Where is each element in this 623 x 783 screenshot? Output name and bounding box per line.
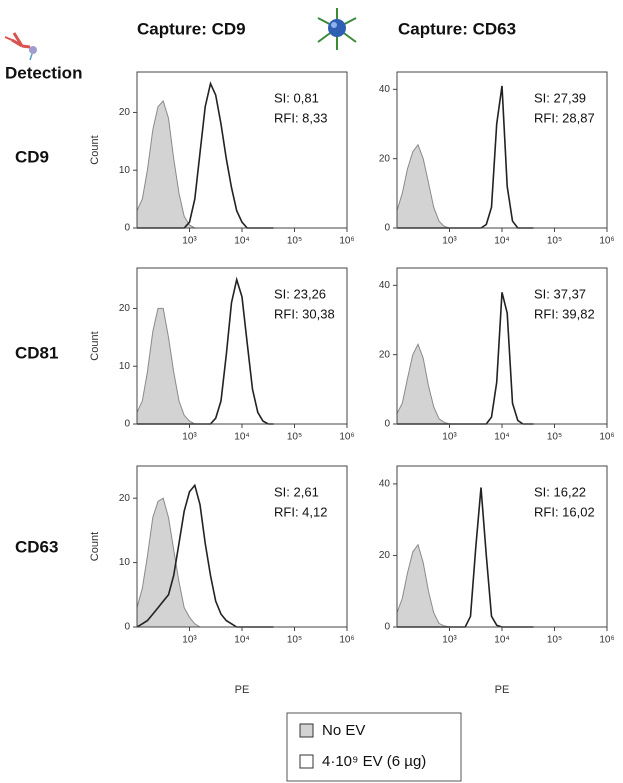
detection-label: Detection: [5, 63, 82, 82]
annotation: SI: 37,37: [534, 286, 586, 301]
x-tick-label: 10⁵: [547, 432, 562, 443]
row-title: CD81: [15, 343, 58, 362]
y-tick-label: 20: [379, 550, 391, 561]
x-tick-label: 10⁵: [547, 635, 562, 646]
y-tick-label: 0: [384, 622, 390, 633]
y-tick-label: 20: [379, 349, 391, 360]
column-title: Capture: CD9: [137, 19, 246, 38]
y-tick-label: 40: [379, 280, 391, 291]
x-tick-label: 10⁴: [234, 432, 249, 443]
x-tick-label: 10⁴: [494, 236, 509, 247]
x-tick-label: 10⁵: [287, 432, 302, 443]
annotation: RFI: 16,02: [534, 504, 595, 519]
y-tick-label: 20: [119, 303, 131, 314]
legend-swatch: [299, 723, 314, 738]
x-tick-label: 10⁶: [339, 635, 354, 646]
legend-label: 4·10⁹ EV (6 µg): [322, 753, 426, 770]
annotation: RFI: 39,82: [534, 306, 595, 321]
y-tick-label: 0: [124, 419, 130, 430]
y-tick-label: 0: [384, 223, 390, 234]
annotation: RFI: 28,87: [534, 110, 595, 125]
annotation: SI: 23,26: [274, 286, 326, 301]
y-tick-label: 40: [379, 479, 391, 490]
x-axis-label: PE: [495, 684, 510, 696]
annotation: SI: 2,61: [274, 484, 319, 499]
detection-icon: [4, 32, 37, 61]
annotation: RFI: 30,38: [274, 306, 335, 321]
x-tick-label: 10⁶: [339, 236, 354, 247]
histogram-area: [136, 99, 274, 229]
x-tick-label: 10⁶: [599, 236, 614, 247]
x-tick-label: 10³: [442, 635, 457, 646]
bead-icon: [317, 8, 357, 50]
annotation: SI: 0,81: [274, 90, 319, 105]
histogram-area: [136, 307, 274, 425]
x-tick-label: 10⁴: [234, 236, 249, 247]
x-tick-label: 10⁴: [494, 635, 509, 646]
x-tick-label: 10⁵: [547, 236, 562, 247]
x-tick-label: 10⁴: [494, 432, 509, 443]
histogram-area: [396, 143, 534, 229]
y-tick-label: 40: [379, 84, 391, 95]
x-axis-label: PE: [235, 684, 250, 696]
x-tick-label: 10⁶: [339, 432, 354, 443]
x-tick-label: 10³: [182, 432, 197, 443]
column-title: Capture: CD63: [398, 19, 516, 38]
row-title: CD63: [15, 537, 58, 556]
legend-swatch: [299, 754, 314, 769]
x-tick-label: 10³: [182, 236, 197, 247]
histogram-area: [396, 343, 534, 425]
x-tick-label: 10³: [442, 432, 457, 443]
legend-box: [286, 712, 462, 782]
annotation: RFI: 4,12: [274, 504, 327, 519]
y-axis-label: Count: [89, 135, 101, 164]
annotation: RFI: 8,33: [274, 110, 327, 125]
y-axis-label: Count: [89, 331, 101, 360]
y-tick-label: 20: [119, 493, 131, 504]
annotation: SI: 27,39: [534, 90, 586, 105]
x-tick-label: 10⁵: [287, 635, 302, 646]
y-tick-label: 0: [124, 223, 130, 234]
row-title: CD9: [15, 147, 49, 166]
legend-label: No EV: [322, 722, 365, 739]
y-tick-label: 10: [119, 165, 131, 176]
x-tick-label: 10⁶: [599, 432, 614, 443]
y-tick-label: 0: [384, 419, 390, 430]
x-tick-label: 10⁶: [599, 635, 614, 646]
annotation: SI: 16,22: [534, 484, 586, 499]
y-tick-label: 20: [119, 107, 131, 118]
y-tick-label: 20: [379, 153, 391, 164]
x-tick-label: 10⁴: [234, 635, 249, 646]
y-tick-label: 10: [119, 361, 131, 372]
x-tick-label: 10⁵: [287, 236, 302, 247]
x-tick-label: 10³: [442, 236, 457, 247]
y-tick-label: 0: [124, 622, 130, 633]
y-tick-label: 10: [119, 557, 131, 568]
histogram-area: [396, 543, 534, 628]
x-tick-label: 10³: [182, 635, 197, 646]
y-axis-label: Count: [89, 532, 101, 561]
